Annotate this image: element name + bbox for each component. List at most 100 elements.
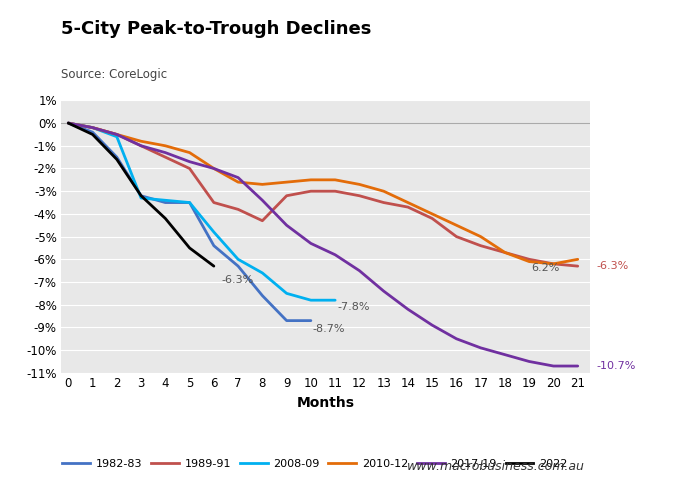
Text: 5-City Peak-to-Trough Declines: 5-City Peak-to-Trough Declines <box>61 20 372 38</box>
2008-09 <box>64 120 73 126</box>
2017-19 <box>331 252 339 258</box>
2010-12 <box>89 125 97 130</box>
1982-83 <box>258 293 266 298</box>
2022 <box>64 120 73 126</box>
1989-91 <box>186 166 194 172</box>
1989-91 <box>161 154 170 160</box>
Line: 1982-83: 1982-83 <box>68 123 311 321</box>
2017-19 <box>380 288 388 294</box>
Line: 1989-91: 1989-91 <box>68 123 578 266</box>
1989-91 <box>428 216 436 221</box>
2010-12 <box>137 139 145 144</box>
2017-19 <box>161 150 170 155</box>
2008-09 <box>186 200 194 206</box>
1982-83 <box>89 130 97 135</box>
1989-91 <box>477 243 485 249</box>
1982-83 <box>307 318 315 324</box>
1982-83 <box>137 193 145 199</box>
2010-12 <box>161 143 170 149</box>
2010-12 <box>186 150 194 155</box>
1989-91 <box>331 188 339 194</box>
1989-91 <box>355 193 363 199</box>
2008-09 <box>283 291 291 296</box>
2008-09 <box>331 297 339 303</box>
2008-09 <box>258 270 266 276</box>
Line: 2022: 2022 <box>68 123 214 266</box>
2017-19 <box>404 306 412 312</box>
1982-83 <box>283 318 291 324</box>
1989-91 <box>404 204 412 210</box>
2010-12 <box>452 222 460 228</box>
1982-83 <box>64 120 73 126</box>
2010-12 <box>549 261 557 267</box>
2017-19 <box>89 125 97 130</box>
2017-19 <box>258 197 266 203</box>
1989-91 <box>574 263 582 269</box>
Text: -6.3%: -6.3% <box>597 261 629 271</box>
2008-09 <box>113 134 121 140</box>
1989-91 <box>258 218 266 224</box>
Text: www.macrobusiness.com.au: www.macrobusiness.com.au <box>407 460 584 473</box>
Text: Source: CoreLogic: Source: CoreLogic <box>61 68 167 81</box>
2017-19 <box>355 268 363 273</box>
Text: MACRO: MACRO <box>554 29 622 47</box>
1989-91 <box>89 125 97 130</box>
2008-09 <box>89 125 97 130</box>
1989-91 <box>283 193 291 199</box>
1989-91 <box>380 200 388 206</box>
1989-91 <box>452 234 460 239</box>
Line: 2008-09: 2008-09 <box>68 123 335 300</box>
2022 <box>186 245 194 251</box>
2010-12 <box>283 179 291 185</box>
2017-19 <box>452 336 460 342</box>
2010-12 <box>64 120 73 126</box>
2008-09 <box>234 257 242 262</box>
Text: -7.8%: -7.8% <box>338 302 370 312</box>
1989-91 <box>501 250 509 255</box>
Line: 2017-19: 2017-19 <box>68 123 578 366</box>
Text: BUSINESS: BUSINESS <box>542 59 635 76</box>
Text: -10.7%: -10.7% <box>597 361 636 371</box>
2010-12 <box>404 200 412 206</box>
1989-91 <box>113 131 121 137</box>
2017-19 <box>574 363 582 369</box>
2010-12 <box>355 182 363 187</box>
2010-12 <box>113 131 121 137</box>
1982-83 <box>210 243 218 249</box>
1989-91 <box>549 261 557 267</box>
2010-12 <box>234 179 242 185</box>
2017-19 <box>64 120 73 126</box>
1982-83 <box>186 200 194 206</box>
1982-83 <box>113 154 121 160</box>
2017-19 <box>283 222 291 228</box>
2017-19 <box>307 240 315 246</box>
2010-12 <box>477 234 485 239</box>
2017-19 <box>137 143 145 149</box>
2010-12 <box>380 188 388 194</box>
Legend: 1982-83, 1989-91, 2008-09, 2010-12, 2017-19, 2022: 1982-83, 1989-91, 2008-09, 2010-12, 2017… <box>58 455 572 474</box>
1989-91 <box>234 206 242 212</box>
1982-83 <box>234 263 242 269</box>
2022 <box>137 193 145 199</box>
1989-91 <box>210 200 218 206</box>
X-axis label: Months: Months <box>296 396 355 410</box>
2017-19 <box>186 159 194 164</box>
2008-09 <box>161 197 170 203</box>
1989-91 <box>307 188 315 194</box>
2010-12 <box>428 211 436 217</box>
2010-12 <box>258 182 266 187</box>
Text: 6.2%: 6.2% <box>532 263 560 273</box>
2008-09 <box>210 229 218 235</box>
2017-19 <box>477 345 485 351</box>
2010-12 <box>307 177 315 183</box>
2017-19 <box>428 322 436 328</box>
1989-91 <box>137 143 145 149</box>
2017-19 <box>549 363 557 369</box>
Line: 2010-12: 2010-12 <box>68 123 578 264</box>
1989-91 <box>525 257 534 262</box>
2008-09 <box>307 297 315 303</box>
1982-83 <box>161 200 170 206</box>
Text: -6.3%: -6.3% <box>221 275 254 285</box>
2022 <box>210 263 218 269</box>
2017-19 <box>234 175 242 181</box>
